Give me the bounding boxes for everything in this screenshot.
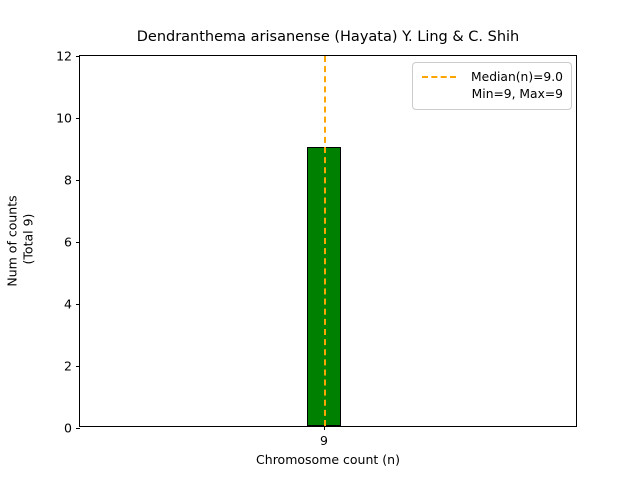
legend-entry-minmax: Min=9, Max=9 [421,86,563,103]
plot-inner: 0 2 4 6 8 10 12 9 [56,49,576,448]
y-axis-tick [76,118,80,119]
chart-title: Dendranthema arisanense (Hayata) Y. Ling… [136,29,520,45]
y-axis-tick [76,304,80,305]
legend-entry-median: Median(n)=9.0 [421,69,563,86]
y-axis-tick [76,242,80,243]
y-axis-tick-label: 12 [56,48,72,64]
y-axis-tick [76,56,80,57]
y-axis-label-line-1: Num of counts [4,195,20,287]
chart-legend: Median(n)=9.0 Min=9, Max=9 [412,62,572,111]
median-line [324,56,326,426]
y-axis-tick-label: 6 [64,234,72,250]
y-axis-tick [76,366,80,367]
y-axis-tick [76,428,80,429]
y-axis-tick-label: 8 [64,172,72,188]
y-axis-tick-label: 0 [64,420,72,436]
x-axis-label: Chromosome count (n) [256,452,400,467]
legend-label-minmax: Min=9, Max=9 [471,86,563,101]
x-axis-tick-label: 9 [320,433,328,448]
y-axis-tick-label: 2 [64,358,72,374]
y-axis-label-line-2: (Total 9) [20,213,35,269]
plot-area: 0 2 4 6 8 10 12 9 [56,49,577,448]
dashed-line-icon [421,69,457,85]
y-axis-tick-label: 10 [56,110,72,126]
legend-label-median: Median(n)=9.0 [471,70,563,84]
x-axis-tick [324,426,325,430]
y-axis-label: Num of counts (Total 9) [4,195,35,286]
y-axis-tick-label: 4 [64,296,72,312]
y-axis-tick [76,180,80,181]
